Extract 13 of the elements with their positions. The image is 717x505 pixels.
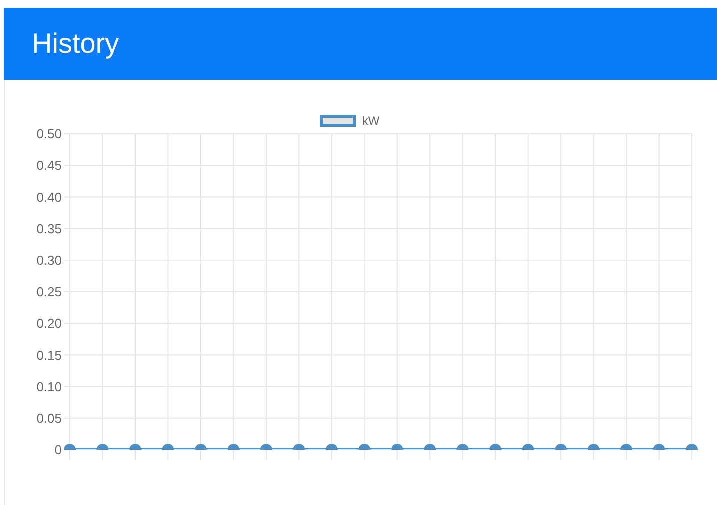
y-tick-label: 0.10 [36,379,62,394]
y-tick-label: 0.30 [36,253,62,268]
y-tick-label: 0.45 [36,158,62,174]
y-tick-label: 0.25 [36,284,62,300]
y-tick-label: 0 [54,442,62,458]
y-tick-label: 0.20 [36,316,62,332]
y-tick-label: 0.15 [36,348,62,363]
y-tick-label: 0.50 [36,126,62,142]
y-tick-label: 0.40 [36,190,62,205]
legend-label: kW [362,114,380,128]
chart-title: History [4,8,717,80]
y-tick-label: 0.05 [36,411,62,426]
y-tick-label: 0.35 [36,221,62,236]
